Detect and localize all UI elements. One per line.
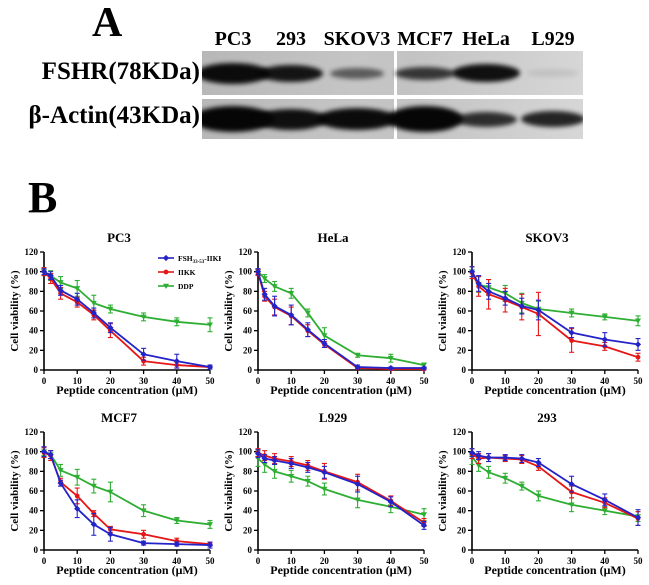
blot-row-label-actin: β-Actin(43KDa) [28, 102, 200, 129]
blot-band-l929 [521, 111, 583, 127]
panel-b-label: B [28, 173, 58, 222]
lane-label-l929: L929 [531, 28, 575, 50]
blot-band-mcf7 [387, 106, 463, 132]
lane-label-pc3: PC3 [214, 28, 252, 50]
blot-band-293 [259, 64, 323, 82]
blot-band-skov3 [330, 67, 384, 79]
blot-band-hela [455, 111, 517, 127]
lane-label-293: 293 [276, 28, 306, 50]
blot-band-l929 [527, 69, 579, 77]
blot-band-pc3 [202, 62, 270, 84]
blot-band-skov3 [317, 108, 397, 130]
lane-label-mcf7: MCF7 [397, 28, 453, 50]
blot-row-label-fshr: FSHR(78KDa) [41, 58, 200, 85]
panel-a-label: A [92, 0, 123, 46]
blot-strip-fshr [202, 51, 583, 95]
blot-band-293 [255, 108, 327, 130]
blot-band-mcf7 [395, 66, 455, 80]
blot-band-hela [452, 64, 520, 82]
lane-label-hela: HeLa [462, 28, 510, 50]
panel-a: A FSHR(78KDa) β-Actin(43KDa) PC3 293 SKOV3… [0, 0, 649, 165]
blot-strip-actin [202, 99, 583, 139]
panel-b: B [0, 165, 649, 581]
lane-label-skov3: SKOV3 [323, 28, 391, 50]
